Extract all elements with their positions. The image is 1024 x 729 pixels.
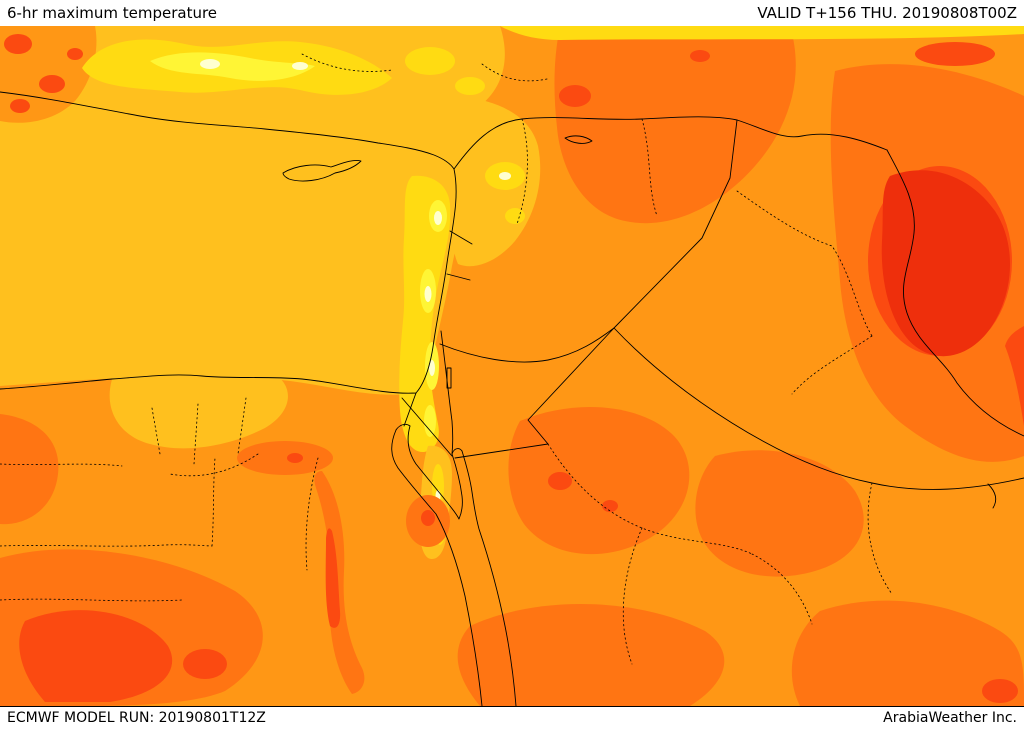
region-turkey-yellow-patch-2 — [455, 77, 485, 95]
temperature-fill-regions — [0, 26, 1024, 706]
dotted-egypt-2 — [0, 544, 213, 547]
admin-dotted-boundaries — [0, 53, 893, 665]
region-west-syria-yellow-2 — [505, 208, 525, 224]
region-bottom-right-red — [982, 679, 1018, 703]
turkey-syria-border — [453, 116, 738, 170]
valid-time-label: VALID T+156 THU. 20190808T00Z — [757, 4, 1017, 22]
dotted-egypt-1 — [0, 463, 123, 467]
iraq-saudi-border — [613, 327, 1024, 490]
israel-jordan-border — [440, 330, 454, 455]
region-levant-pale-3 — [429, 360, 435, 376]
region-levant-pale-2 — [424, 286, 432, 302]
brand-label: ArabiaWeather Inc. — [883, 710, 1017, 726]
turkey-iraq-border — [736, 119, 888, 151]
dead-sea-outline — [446, 367, 452, 389]
dotted-iraq-1 — [736, 190, 873, 337]
dotted-turkey-1 — [301, 53, 393, 72]
coastlines-and-borders — [0, 91, 1024, 706]
jordan-saudi-border — [454, 327, 615, 459]
region-turkey-bright-yellow — [150, 52, 315, 81]
dotted-delta-south — [169, 453, 259, 477]
gulf-of-suez-west-shore — [391, 429, 483, 706]
region-iraq-red-edge — [1005, 326, 1024, 426]
syria-jordan-border — [439, 327, 615, 363]
region-mid-egypt-red — [287, 453, 303, 463]
region-bottom-center-dark — [457, 604, 725, 706]
dotted-saudi-3 — [867, 482, 893, 595]
region-egypt-bottomleft-red — [19, 610, 173, 702]
model-run-label: ECMWF MODEL RUN: 20190801T12Z — [7, 710, 266, 726]
region-topleft-red-2 — [39, 75, 65, 93]
map-title: 6-hr maximum temperature — [7, 4, 218, 22]
header-bar: 6-hr maximum temperature VALID T+156 THU… — [0, 0, 1024, 26]
region-north-saudi-red-1 — [548, 472, 572, 490]
region-mediterranean-amber — [0, 26, 505, 395]
region-topleft-red-4 — [67, 48, 83, 60]
region-turkey-yellow-patch-1 — [405, 47, 455, 75]
lebanon-borders — [446, 230, 473, 281]
iraq-iran-border — [886, 149, 1024, 437]
region-mid-egypt-dark — [237, 441, 333, 475]
dotted-delta-web — [151, 397, 247, 465]
region-topright-red — [915, 42, 995, 66]
kuwait-border — [987, 483, 997, 509]
weather-map — [0, 26, 1024, 706]
dotted-saudi-2 — [751, 553, 813, 625]
region-levant-pale-1 — [434, 211, 442, 225]
region-west-syria-pale — [499, 172, 511, 180]
syria-iraq-border — [613, 119, 738, 329]
region-levant-bright-4 — [424, 405, 436, 437]
region-east-syria-red-1 — [559, 85, 591, 107]
dotted-egypt-south — [0, 598, 183, 602]
region-nile-valley-red — [325, 528, 341, 628]
region-sinai-red — [421, 510, 435, 526]
region-north-saudi-red-2 — [602, 500, 618, 512]
region-egypt-west-dark — [0, 414, 59, 525]
region-egypt-red-2 — [183, 649, 227, 679]
region-topleft-red-3 — [10, 99, 30, 113]
region-nile-valley-dark — [314, 471, 365, 694]
region-turkey-pale-spot-2 — [292, 62, 308, 70]
region-topleft-red-1 — [4, 34, 32, 54]
region-east-syria-dark — [554, 26, 796, 224]
region-turkey-pale-spot-1 — [200, 59, 220, 69]
region-nile-delta-amber — [109, 362, 288, 449]
suez-gulf-head — [395, 423, 411, 431]
cyprus-coastline — [282, 160, 362, 182]
egypt-israel-border — [401, 397, 453, 457]
dotted-saudi-4 — [622, 527, 643, 665]
region-north-saudi-dark-a — [508, 406, 690, 555]
map-area — [0, 26, 1024, 706]
lake-assad-outline — [564, 135, 593, 144]
aqaba-gulf-head — [451, 448, 463, 455]
region-bottom-right-dark — [791, 600, 1024, 706]
region-levant-yellow-strip — [399, 175, 451, 453]
footer-bar: ECMWF MODEL RUN: 20190801T12Z ArabiaWeat… — [0, 706, 1024, 729]
sinai-shoreline — [407, 425, 463, 520]
region-east-syria-red-2 — [690, 50, 710, 62]
red-sea-east-shore — [461, 450, 517, 706]
dotted-syria-1 — [516, 118, 528, 225]
region-north-saudi-dark-b — [695, 450, 864, 577]
suez-canal-line — [403, 392, 417, 427]
mediterranean-coastline — [0, 91, 457, 394]
dotted-egypt-3 — [211, 457, 216, 547]
region-top-yellow-sliver — [500, 26, 1024, 40]
dotted-saudi-1 — [547, 443, 753, 555]
